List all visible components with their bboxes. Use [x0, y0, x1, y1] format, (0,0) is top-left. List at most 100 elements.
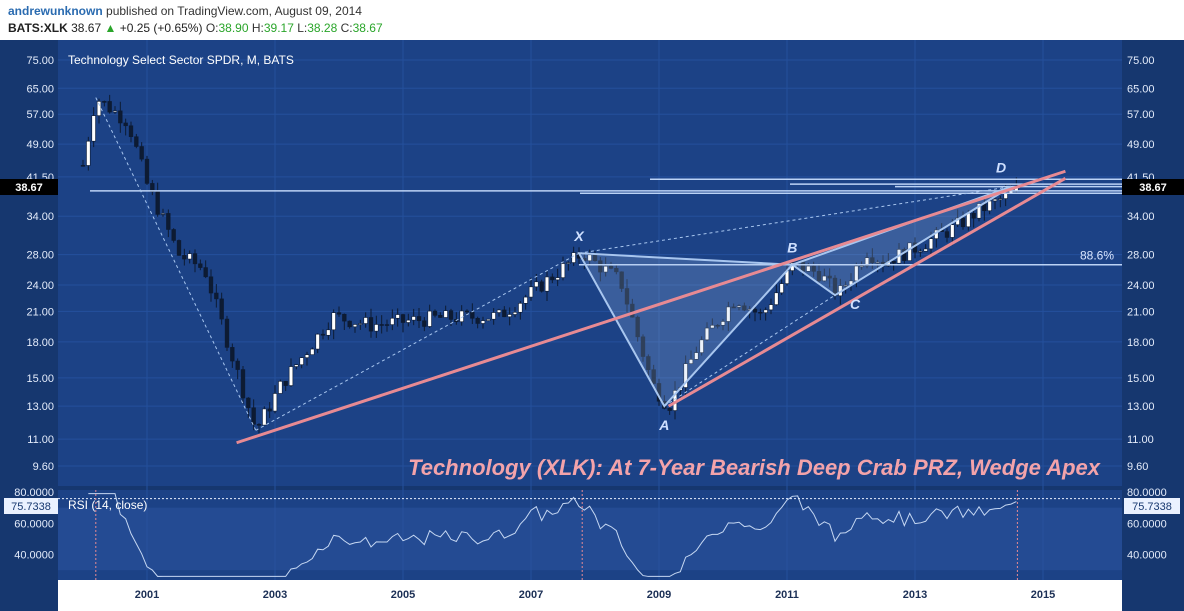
y-tick-left-13: 9.60 [33, 461, 54, 473]
candle-body-34 [262, 408, 267, 426]
dashed-advance-line [255, 252, 580, 431]
candle-body-59 [395, 314, 400, 319]
pattern-line-ac [664, 294, 836, 407]
time-axis: 2001 2003 2005 2007 2009 2011 2013 2015 [135, 589, 1055, 601]
candle-body-16 [166, 213, 171, 230]
candle-body-107 [651, 369, 656, 384]
candle-body-8 [123, 122, 128, 127]
point-label-X: X [573, 228, 585, 244]
candle-body-58 [390, 317, 395, 325]
wedge-upper-line [236, 169, 1066, 445]
candle-body-57 [384, 324, 390, 326]
candle-body-9 [128, 125, 134, 138]
candle-body-68 [443, 310, 448, 318]
candle-body-25 [214, 292, 219, 300]
candle-body-54 [368, 317, 374, 332]
low-value: 38.28 [307, 21, 338, 35]
point-label-B: B [787, 240, 797, 256]
candle-body-17 [171, 229, 176, 241]
candle-body-40 [294, 364, 299, 367]
candle-body-49 [342, 313, 347, 322]
candle-body-102 [624, 288, 630, 305]
candle-body-7 [118, 110, 123, 124]
candle-body-117 [704, 327, 710, 341]
candle-body-80 [507, 314, 512, 318]
candle-body-120 [720, 321, 726, 326]
candle-body-18 [176, 240, 182, 256]
candle-body-64 [422, 320, 427, 327]
time-axis-bar [58, 580, 1122, 611]
candle-body-138 [816, 271, 822, 282]
candle-body-43 [310, 348, 315, 355]
author-link[interactable]: andrewunknown [8, 4, 103, 18]
point-label-A: A [658, 417, 669, 433]
y-tick-left-7: 24.00 [26, 280, 54, 292]
candle-body-87 [544, 276, 550, 292]
x-tick-0: 2001 [135, 589, 159, 601]
candle-body-82 [518, 303, 523, 313]
candle-body-21 [192, 253, 198, 265]
candle-body-1 [86, 140, 91, 166]
candle-body-103 [630, 303, 635, 318]
candle-body-4 [102, 101, 107, 103]
rsi-line [88, 493, 1017, 577]
candle-body-83 [523, 296, 528, 304]
symbol-label[interactable]: BATS:XLK [8, 21, 68, 35]
open-label: O: [205, 21, 219, 35]
candle-body-92 [571, 252, 576, 263]
candle-body-137 [811, 265, 816, 272]
candle-body-89 [555, 277, 560, 281]
y-tick-left-10: 15.00 [26, 373, 54, 385]
y-tick-left-6: 28.00 [26, 250, 54, 262]
x-tick-1: 2003 [263, 589, 287, 601]
rsi-tick-right-0: 80.0000 [1127, 487, 1167, 499]
candle-body-86 [539, 281, 544, 292]
last-price-tag-right [1122, 179, 1184, 195]
candle-body-140 [827, 275, 832, 279]
candle-body-24 [208, 276, 214, 294]
candle-body-158 [923, 248, 928, 252]
candle-body-128 [763, 309, 768, 314]
candle-body-98 [603, 265, 608, 273]
high-label: H: [251, 21, 264, 35]
y-tick-right-13: 9.60 [1127, 461, 1148, 473]
candle-body-46 [326, 329, 331, 336]
candle-body-23 [203, 267, 208, 278]
candle-body-37 [278, 381, 283, 394]
candle-body-81 [512, 311, 518, 315]
dashed-decline-line [95, 97, 257, 431]
y-tick-right-1: 65.00 [1127, 83, 1155, 95]
candle-body-172 [998, 198, 1003, 200]
y-tick-right-11: 13.00 [1127, 401, 1155, 413]
candle-body-11 [139, 146, 144, 160]
last-price: 38.67 [71, 21, 102, 35]
candle-body-105 [640, 336, 646, 357]
pattern-overlay: 88.6% X A B C D [90, 97, 1122, 445]
publish-info: andrewunknown published on TradingView.c… [8, 4, 362, 18]
candle-body-127 [758, 311, 763, 314]
y-tick-right-12: 11.00 [1127, 434, 1154, 446]
grid-lines [58, 40, 1122, 580]
candle-body-28 [230, 347, 235, 362]
candle-body-165 [960, 217, 966, 228]
candle-body-50 [347, 320, 352, 328]
rsi-value-tag-left [4, 498, 58, 514]
candle-body-0 [80, 165, 86, 167]
candle-body-121 [726, 306, 731, 322]
candle-body-115 [694, 352, 699, 360]
candle-body-88 [550, 276, 555, 281]
candle-body-157 [918, 250, 923, 253]
point-label-D: D [996, 160, 1006, 176]
candle-body-162 [944, 231, 950, 238]
candle-body-129 [768, 304, 774, 311]
rsi-tick-right-2: 40.0000 [1127, 550, 1167, 562]
candle-body-166 [966, 212, 971, 228]
chart-header: andrewunknown published on TradingView.c… [0, 0, 1184, 40]
candle-body-78 [496, 309, 502, 313]
price-chart[interactable]: 75.0065.0057.0049.0041.5034.0028.0024.00… [0, 40, 1184, 611]
candle-body-38 [283, 381, 288, 386]
candle-body-130 [774, 292, 779, 305]
candle-body-55 [374, 324, 379, 332]
y-tick-left-3: 49.00 [26, 139, 54, 151]
candle-body-45 [320, 333, 326, 336]
